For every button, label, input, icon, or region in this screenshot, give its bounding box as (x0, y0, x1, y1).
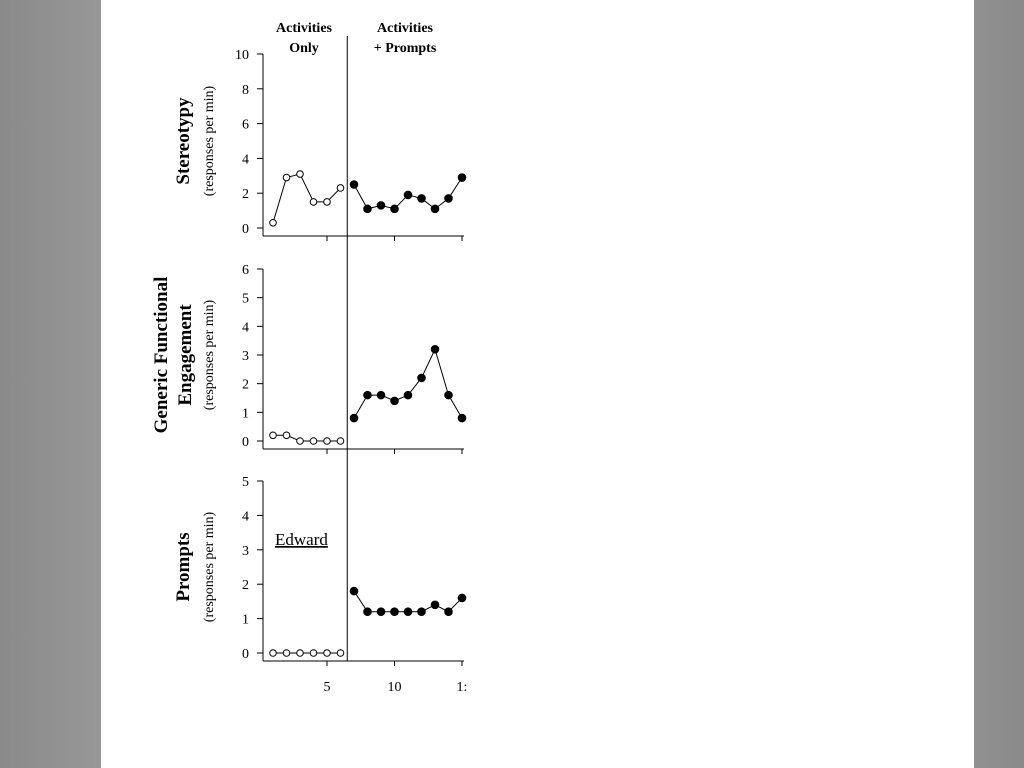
data-point (282, 173, 291, 182)
data-point (376, 201, 386, 210)
y-tick-label: 0 (242, 435, 249, 450)
slide: Activities Only Activities + Prompts 0 2 4 6 8 10… (101, 0, 974, 768)
data-point (296, 437, 304, 445)
data-point (417, 607, 426, 617)
data-point (376, 607, 386, 617)
data-point (309, 198, 318, 206)
y-axis-title: Engagement (175, 304, 196, 406)
data-point (269, 218, 277, 227)
y-tick-label: 4 (242, 152, 249, 167)
y-axis-title: Generic Functional (151, 277, 172, 434)
data-point (390, 396, 399, 406)
data-point (457, 173, 467, 182)
y-axis-title: Prompts (173, 532, 194, 601)
x-tick-label: 1: (457, 680, 468, 695)
data-point (309, 437, 318, 445)
y-tick-label: 3 (242, 544, 249, 559)
y-tick-label: 3 (242, 349, 249, 364)
data-point (390, 607, 399, 617)
data-point (363, 390, 372, 400)
data-point (444, 607, 453, 617)
y-tick-label: 8 (242, 83, 249, 98)
data-point (349, 180, 359, 189)
data-point (269, 649, 277, 657)
data-point (336, 437, 345, 445)
data-point (444, 390, 453, 400)
y-tick-label: 10 (235, 48, 249, 63)
x-tick-label: 10 (388, 680, 402, 695)
y-tick-label: 2 (242, 187, 249, 202)
y-tick-label: 4 (242, 509, 249, 524)
data-point (376, 390, 386, 400)
data-point (282, 649, 291, 657)
phase-title-line2: Only (289, 41, 319, 56)
y-tick-label: 6 (242, 118, 249, 133)
y-axis-title: Stereotypy (173, 97, 194, 185)
data-point (403, 390, 413, 400)
data-point (349, 586, 359, 596)
data-point (430, 344, 440, 354)
phase-title-line1: Activities (377, 21, 434, 36)
data-point (444, 194, 453, 203)
data-point (309, 649, 318, 657)
y-tick-label: 0 (242, 222, 249, 237)
data-point (363, 607, 372, 617)
y-axis-subtitle: (responses per min) (202, 299, 217, 410)
y-tick-label: 0 (242, 647, 249, 662)
y-tick-label: 6 (242, 263, 249, 278)
data-point (296, 649, 304, 657)
y-tick-label: 5 (242, 475, 249, 490)
data-point (430, 600, 440, 610)
data-point (457, 413, 467, 423)
data-point (323, 437, 331, 445)
subject-label: Edward (275, 530, 328, 549)
data-point (323, 198, 331, 206)
data-point (417, 194, 426, 203)
data-point (282, 431, 291, 440)
y-tick-label: 5 (242, 292, 249, 307)
data-point (390, 204, 399, 214)
data-point (430, 204, 440, 214)
data-point (417, 373, 426, 383)
y-tick-label: 4 (242, 320, 249, 335)
data-point (269, 431, 277, 440)
series-line (272, 173, 341, 223)
x-tick-label: 5 (324, 680, 331, 695)
data-point (336, 184, 345, 192)
data-point (403, 607, 413, 617)
series-line (353, 347, 463, 419)
data-point (323, 649, 331, 657)
y-tick-label: 1 (242, 406, 249, 421)
y-tick-label: 2 (242, 378, 249, 393)
y-tick-label: 1 (242, 613, 249, 628)
data-point (349, 413, 359, 423)
y-axis-subtitle: (responses per min) (202, 85, 217, 196)
phase-title-line2: + Prompts (374, 41, 437, 56)
data-point (457, 593, 467, 603)
phase-title-line1: Activities (276, 21, 333, 36)
y-axis-subtitle: (responses per min) (202, 511, 217, 622)
data-point (403, 190, 413, 200)
y-tick-label: 2 (242, 578, 249, 593)
data-point (336, 649, 345, 657)
data-point (296, 170, 304, 178)
data-point (363, 204, 372, 214)
